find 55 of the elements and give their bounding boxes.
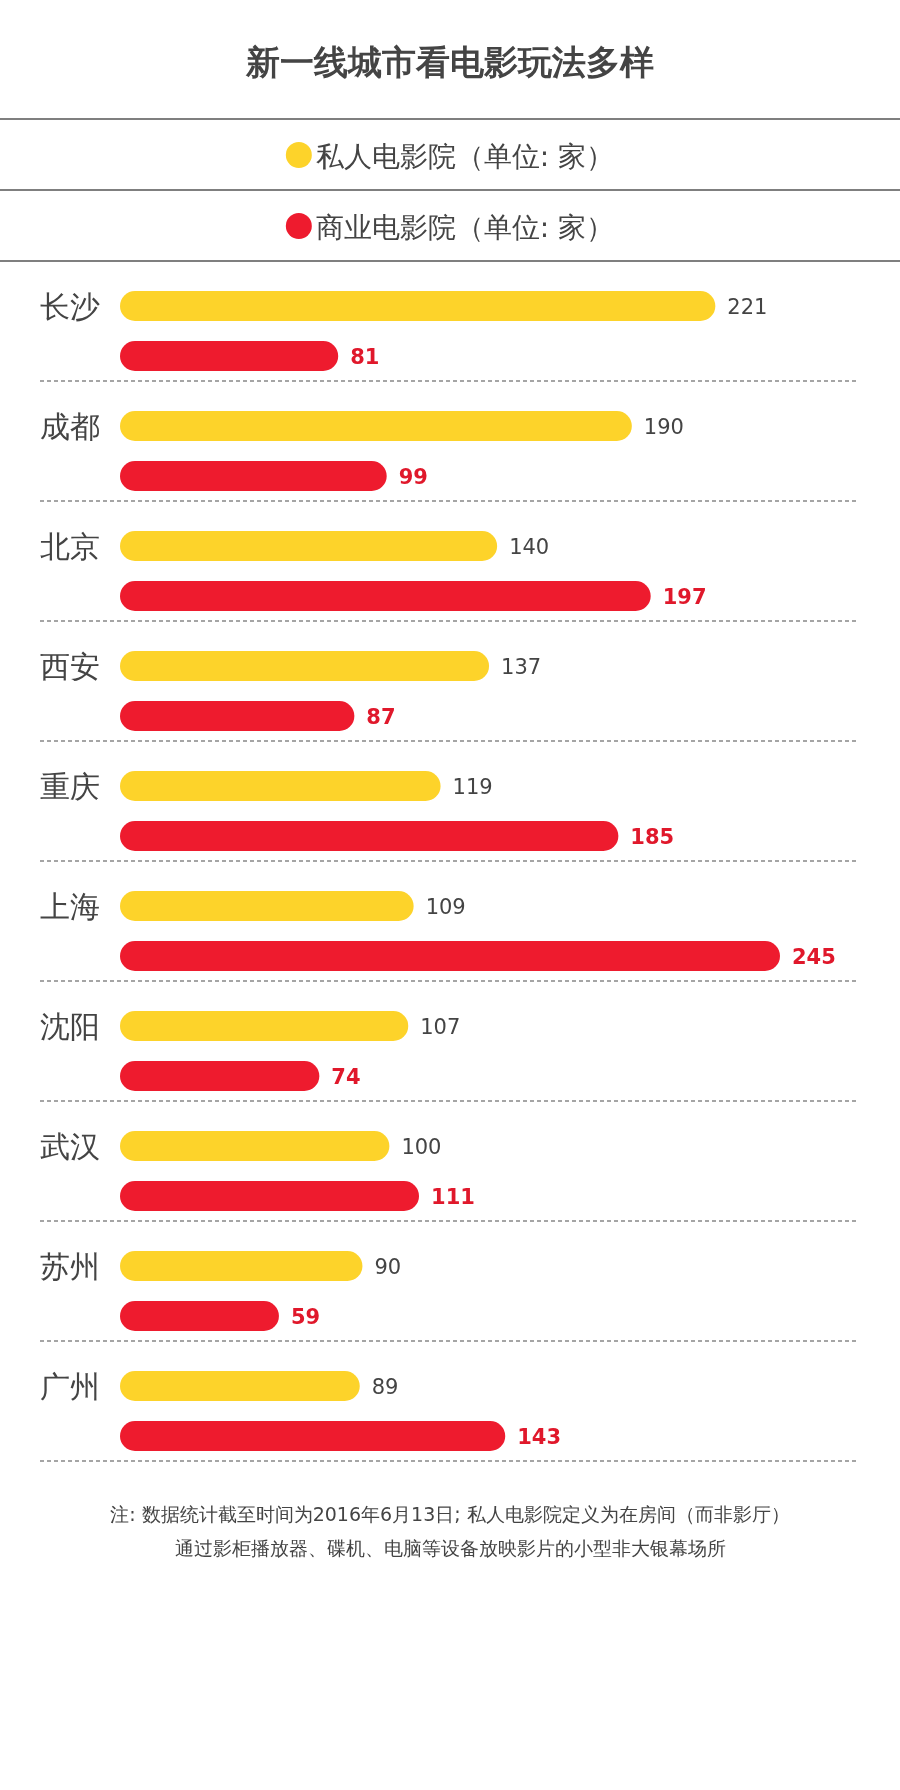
bar (120, 1301, 279, 1331)
data-label: 87 (366, 705, 396, 729)
data-label: 99 (398, 465, 428, 489)
data-label: 119 (452, 775, 493, 799)
bar (120, 701, 355, 731)
data-label: 90 (374, 1255, 402, 1279)
y-tick-label: 上海 (40, 889, 100, 924)
data-label: 221 (727, 295, 768, 319)
bar (120, 1181, 420, 1211)
data-label: 100 (401, 1135, 442, 1159)
bar (120, 581, 651, 611)
y-tick-label: 重庆 (40, 769, 100, 804)
y-tick-label: 苏州 (40, 1249, 100, 1284)
data-label: 107 (420, 1015, 461, 1039)
bar (120, 461, 387, 491)
text: 通过影柜播放器、碟机、电脑等设备放映影片的小型非大银幕场所 (174, 1537, 726, 1559)
data-label: 245 (792, 945, 836, 969)
bar (120, 411, 632, 441)
bar (120, 1421, 506, 1451)
data-label: 74 (331, 1065, 361, 1089)
bar (120, 341, 339, 371)
y-tick-label: 沈阳 (40, 1009, 100, 1044)
data-label: 143 (517, 1425, 562, 1449)
data-label: 109 (425, 895, 466, 919)
data-label: 197 (662, 585, 707, 609)
bar (120, 941, 780, 971)
y-tick-label: 武汉 (40, 1129, 100, 1164)
data-label: 59 (290, 1305, 321, 1329)
bar (120, 1131, 390, 1161)
bar (120, 771, 441, 801)
data-label: 185 (630, 825, 675, 849)
y-tick-label: 长沙 (40, 289, 100, 324)
text: 注: 数据统计截至时间为2016年6月13日; 私人电影院定义为在房间（而非影厅） (110, 1503, 790, 1525)
bar (120, 1251, 363, 1281)
y-tick-label: 广州 (40, 1369, 100, 1404)
data-label: 140 (509, 535, 550, 559)
data-label: 81 (350, 345, 380, 369)
bar (120, 821, 619, 851)
y-tick-label: 成都 (40, 409, 100, 444)
y-tick-label: 北京 (40, 529, 100, 564)
data-label: 89 (371, 1375, 399, 1399)
y-tick-label: 西安 (40, 649, 100, 684)
bar (120, 531, 498, 561)
legend-label: 商业电影院（单位: 家） (315, 211, 615, 244)
bar (120, 1371, 360, 1401)
data-label: 190 (643, 415, 684, 439)
data-label: 111 (431, 1185, 475, 1209)
bar (120, 1061, 320, 1091)
bar (120, 651, 490, 681)
bar (120, 1011, 409, 1041)
chart-title: 新一线城市看电影玩法多样 (245, 42, 654, 82)
bar (120, 291, 716, 321)
bar (120, 891, 414, 921)
data-label: 137 (501, 655, 542, 679)
legend-label: 私人电影院（单位: 家） (315, 140, 615, 173)
